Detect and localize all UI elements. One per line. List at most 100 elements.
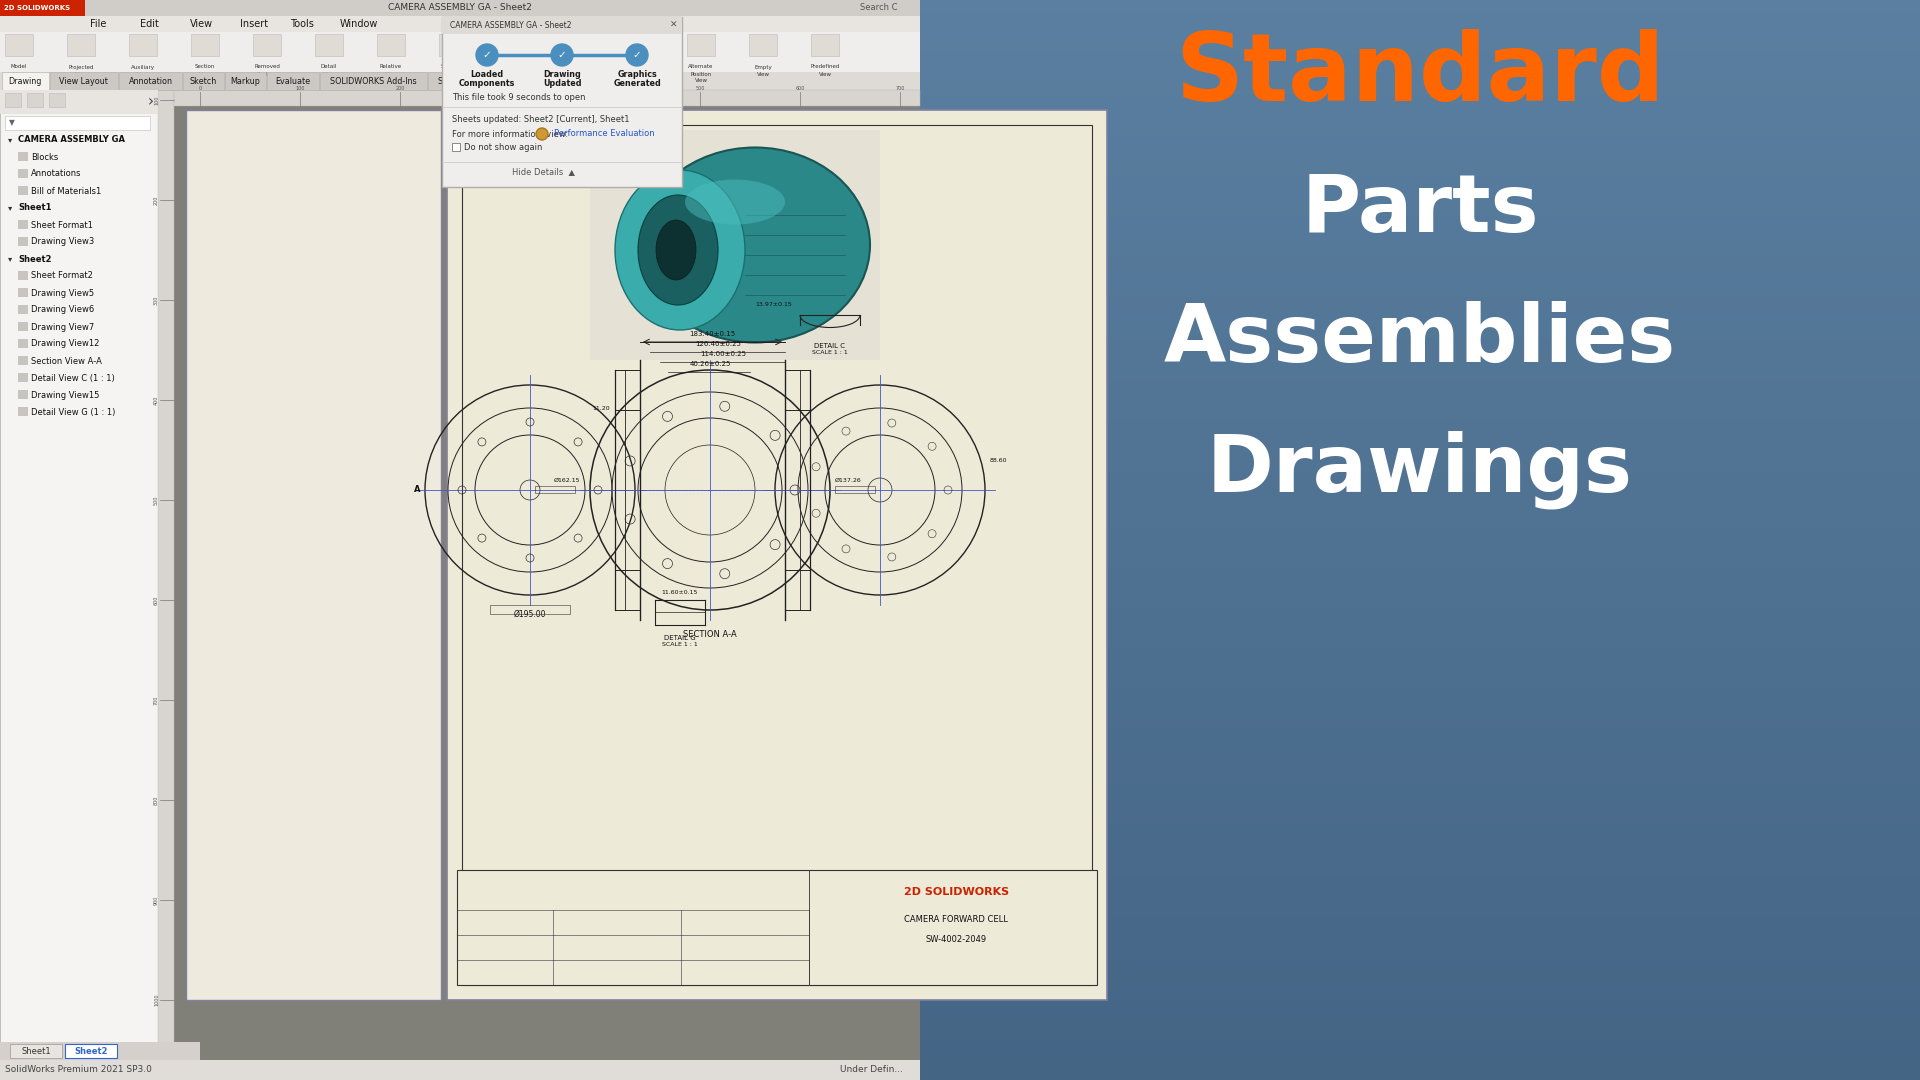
Bar bbox=[920, 378, 1920, 392]
Bar bbox=[687, 33, 714, 56]
Bar bbox=[920, 931, 1920, 946]
Text: Window: Window bbox=[340, 19, 378, 29]
Bar bbox=[920, 486, 1920, 500]
Bar bbox=[920, 594, 1920, 608]
Text: 800: 800 bbox=[154, 795, 159, 805]
Bar bbox=[920, 499, 1920, 514]
Bar bbox=[920, 513, 1920, 527]
Text: ✓: ✓ bbox=[482, 50, 492, 60]
Text: SCALE 1 : 1: SCALE 1 : 1 bbox=[662, 642, 697, 647]
Text: Performance Evaluation: Performance Evaluation bbox=[555, 130, 655, 138]
Bar bbox=[920, 445, 1920, 460]
Text: Sheet2: Sheet2 bbox=[17, 255, 52, 264]
Text: Crop: Crop bbox=[632, 65, 645, 69]
Text: ✕: ✕ bbox=[670, 21, 678, 30]
Bar bbox=[920, 230, 1920, 244]
Bar bbox=[920, 526, 1920, 541]
Text: View: View bbox=[695, 79, 707, 83]
Bar bbox=[315, 33, 344, 56]
Bar bbox=[17, 288, 29, 297]
Bar bbox=[920, 743, 1920, 757]
Bar bbox=[321, 72, 426, 90]
Bar bbox=[920, 365, 1920, 379]
Bar bbox=[67, 33, 94, 56]
Bar bbox=[920, 891, 1920, 905]
Bar bbox=[920, 972, 1920, 986]
Text: CAMERA ASSEMBLY GA: CAMERA ASSEMBLY GA bbox=[17, 135, 125, 145]
Bar bbox=[920, 769, 1920, 784]
Text: SolidWorks Premium 2021 SP3.0: SolidWorks Premium 2021 SP3.0 bbox=[6, 1066, 152, 1075]
Bar bbox=[920, 148, 1920, 163]
Text: Evaluate: Evaluate bbox=[275, 77, 311, 85]
Bar bbox=[17, 390, 29, 399]
Text: Ø162.15: Ø162.15 bbox=[553, 477, 580, 483]
Text: 400: 400 bbox=[154, 395, 159, 405]
Bar bbox=[920, 1067, 1920, 1080]
Bar bbox=[626, 33, 653, 56]
Bar bbox=[447, 110, 1108, 1000]
Text: Sheet Format: Sheet Format bbox=[438, 77, 492, 85]
Bar bbox=[50, 72, 117, 90]
Text: 200: 200 bbox=[154, 195, 159, 205]
Bar bbox=[920, 351, 1920, 365]
Text: Break: Break bbox=[568, 65, 586, 69]
Text: 2D SOLIDWORKS: 2D SOLIDWORKS bbox=[904, 887, 1008, 897]
Text: Sheet1: Sheet1 bbox=[17, 203, 52, 213]
Bar bbox=[920, 715, 1920, 730]
Text: Bill of Materials1: Bill of Materials1 bbox=[31, 187, 102, 195]
Bar bbox=[920, 837, 1920, 851]
Bar bbox=[0, 90, 157, 1080]
Bar bbox=[6, 116, 150, 130]
Bar bbox=[920, 283, 1920, 298]
Text: ✓: ✓ bbox=[557, 50, 566, 60]
Bar bbox=[17, 168, 29, 178]
Text: 300: 300 bbox=[495, 86, 505, 91]
Text: SOLIDWORKS Add-Ins: SOLIDWORKS Add-Ins bbox=[330, 77, 417, 85]
Text: View: View bbox=[190, 19, 213, 29]
Bar bbox=[920, 702, 1920, 716]
Text: 88.60: 88.60 bbox=[991, 458, 1008, 462]
Bar bbox=[920, 203, 1920, 217]
Text: ▼: ▼ bbox=[10, 119, 15, 127]
Text: Standard: Standard bbox=[1175, 29, 1665, 121]
Text: For more information, view:: For more information, view: bbox=[451, 130, 568, 138]
Text: Parts: Parts bbox=[1302, 171, 1538, 249]
Bar bbox=[0, 32, 920, 72]
Bar bbox=[920, 783, 1920, 797]
Text: Search C: Search C bbox=[860, 3, 897, 13]
Bar bbox=[920, 581, 1920, 595]
Text: ✓: ✓ bbox=[632, 50, 641, 60]
Text: Drawing View12: Drawing View12 bbox=[31, 339, 100, 349]
Text: Broken-out: Broken-out bbox=[499, 65, 530, 69]
Bar bbox=[920, 13, 1920, 28]
Bar bbox=[0, 90, 157, 114]
Text: 100: 100 bbox=[296, 86, 305, 91]
Bar bbox=[17, 305, 29, 314]
Text: 400: 400 bbox=[595, 86, 605, 91]
Bar bbox=[17, 407, 29, 416]
Bar bbox=[920, 877, 1920, 892]
Bar bbox=[920, 418, 1920, 433]
Text: 500: 500 bbox=[154, 496, 159, 504]
Text: Graphics: Graphics bbox=[616, 70, 657, 79]
Text: Blocks: Blocks bbox=[31, 152, 58, 162]
Text: Generated: Generated bbox=[612, 79, 660, 87]
Bar bbox=[182, 72, 225, 90]
Text: Model: Model bbox=[12, 65, 27, 69]
Text: View: View bbox=[818, 71, 831, 77]
Bar bbox=[490, 605, 570, 615]
Circle shape bbox=[626, 44, 649, 66]
Bar bbox=[920, 959, 1920, 973]
Bar bbox=[920, 473, 1920, 487]
Ellipse shape bbox=[614, 170, 745, 330]
Text: Relative: Relative bbox=[380, 65, 401, 69]
Bar bbox=[749, 33, 778, 56]
Text: 114.00±0.25: 114.00±0.25 bbox=[701, 351, 747, 357]
Text: CAMERA FORWARD CELL: CAMERA FORWARD CELL bbox=[904, 916, 1008, 924]
Bar bbox=[0, 0, 920, 16]
Bar bbox=[920, 54, 1920, 68]
Text: Section: Section bbox=[257, 71, 276, 77]
Bar bbox=[920, 756, 1920, 770]
Bar bbox=[920, 162, 1920, 176]
Bar bbox=[920, 256, 1920, 271]
